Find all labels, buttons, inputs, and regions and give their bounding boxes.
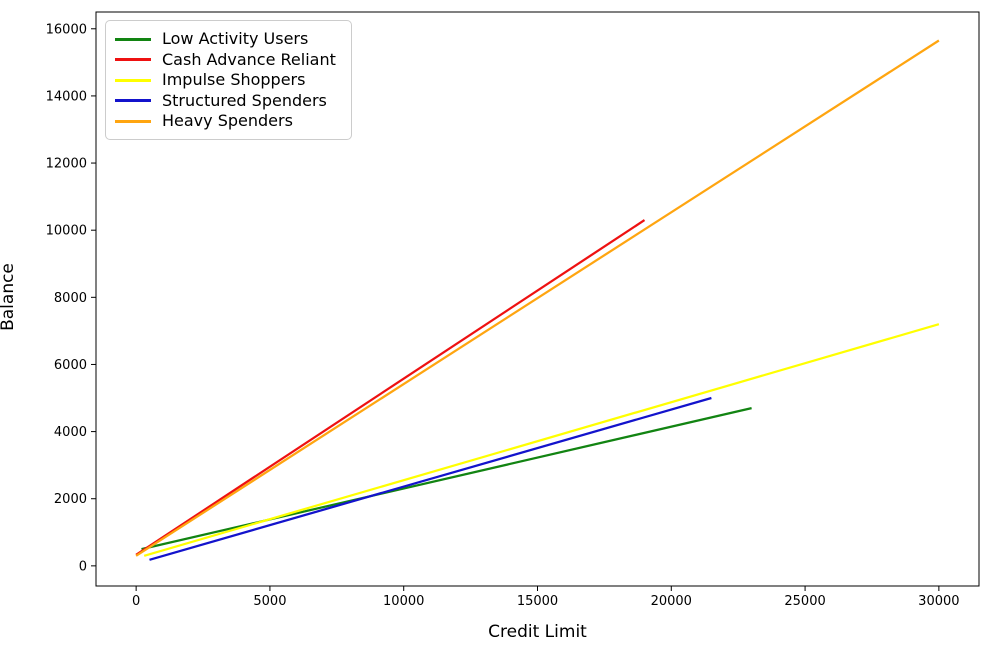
x-tick-label: 5000 [253, 594, 286, 609]
x-tick-label: 25000 [784, 594, 825, 609]
y-tick-label: 8000 [54, 291, 87, 306]
legend-label: Structured Spenders [162, 90, 327, 110]
x-tick-label: 20000 [651, 594, 692, 609]
x-tick-label: 10000 [383, 594, 424, 609]
series-line-cash-advance-reliant [135, 219, 646, 556]
x-tick-label: 0 [132, 594, 140, 609]
y-tick-label: 14000 [46, 89, 87, 104]
x-tick-label: 15000 [517, 594, 558, 609]
y-tick-label: 16000 [46, 22, 87, 37]
legend: Low Activity Users Cash Advance Reliant Im… [105, 20, 352, 140]
y-axis-label: Balance [0, 263, 18, 331]
y-tick-label: 4000 [54, 425, 87, 440]
legend-line-sample [115, 119, 151, 123]
y-tick-label: 10000 [46, 224, 87, 239]
series-line-low-activity-users [141, 407, 752, 551]
legend-row: Structured Spenders [115, 91, 336, 111]
y-tick-label: 12000 [46, 157, 87, 172]
legend-row: Cash Advance Reliant [115, 50, 336, 70]
x-tick-label: 30000 [918, 594, 959, 609]
legend-label: Cash Advance Reliant [162, 49, 336, 69]
legend-row: Heavy Spenders [115, 111, 336, 131]
y-tick-label: 2000 [54, 492, 87, 507]
legend-line-sample [115, 78, 151, 82]
series-line-impulse-shoppers [143, 323, 940, 557]
legend-row: Low Activity Users [115, 29, 336, 49]
y-tick-label: 6000 [54, 358, 87, 373]
legend-line-sample [115, 99, 151, 102]
legend-label: Impulse Shoppers [162, 70, 306, 89]
y-tick-label: 0 [79, 559, 87, 574]
x-axis-label: Credit Limit [488, 622, 587, 642]
legend-row: Impulse Shoppers [115, 70, 336, 90]
series-line-heavy-spenders [135, 39, 940, 557]
legend-label: Heavy Spenders [162, 111, 293, 130]
legend-line-sample [115, 58, 151, 61]
series-line-structured-spenders [149, 396, 712, 561]
legend-label: Low Activity Users [162, 29, 309, 48]
legend-line-sample [115, 37, 151, 41]
